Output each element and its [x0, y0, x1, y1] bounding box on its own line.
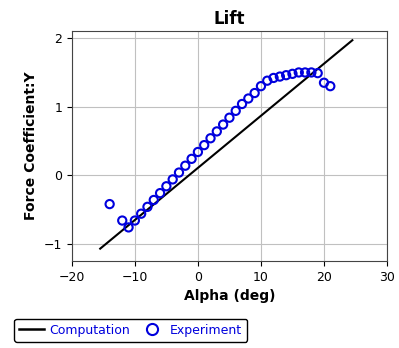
Point: [283, 72, 289, 78]
Point: [213, 129, 220, 134]
Point: [289, 71, 296, 77]
X-axis label: Alpha (deg): Alpha (deg): [184, 289, 275, 303]
Point: [277, 74, 283, 79]
Point: [302, 70, 308, 75]
Point: [308, 70, 314, 75]
Point: [314, 70, 321, 76]
Point: [125, 224, 132, 230]
Point: [182, 163, 188, 168]
Point: [163, 183, 170, 189]
Point: [201, 142, 207, 148]
Point: [258, 84, 264, 89]
Point: [150, 197, 157, 203]
Legend: Computation, Experiment: Computation, Experiment: [14, 319, 247, 342]
Point: [264, 78, 271, 84]
Point: [107, 201, 113, 207]
Point: [327, 84, 334, 89]
Point: [138, 211, 144, 216]
Point: [251, 90, 258, 96]
Y-axis label: Force Coefficient:Y: Force Coefficient:Y: [24, 72, 38, 221]
Point: [176, 170, 182, 175]
Point: [321, 80, 327, 86]
Point: [170, 177, 176, 182]
Point: [207, 135, 214, 141]
Point: [220, 122, 226, 127]
Point: [239, 101, 245, 107]
Point: [195, 149, 201, 155]
Point: [144, 204, 151, 209]
Point: [245, 96, 251, 101]
Point: [226, 115, 233, 120]
Point: [132, 218, 138, 223]
Point: [233, 108, 239, 114]
Point: [188, 156, 195, 161]
Point: [119, 218, 125, 223]
Point: [157, 190, 163, 196]
Point: [271, 75, 277, 81]
Point: [296, 70, 302, 75]
Title: Lift: Lift: [214, 10, 245, 29]
